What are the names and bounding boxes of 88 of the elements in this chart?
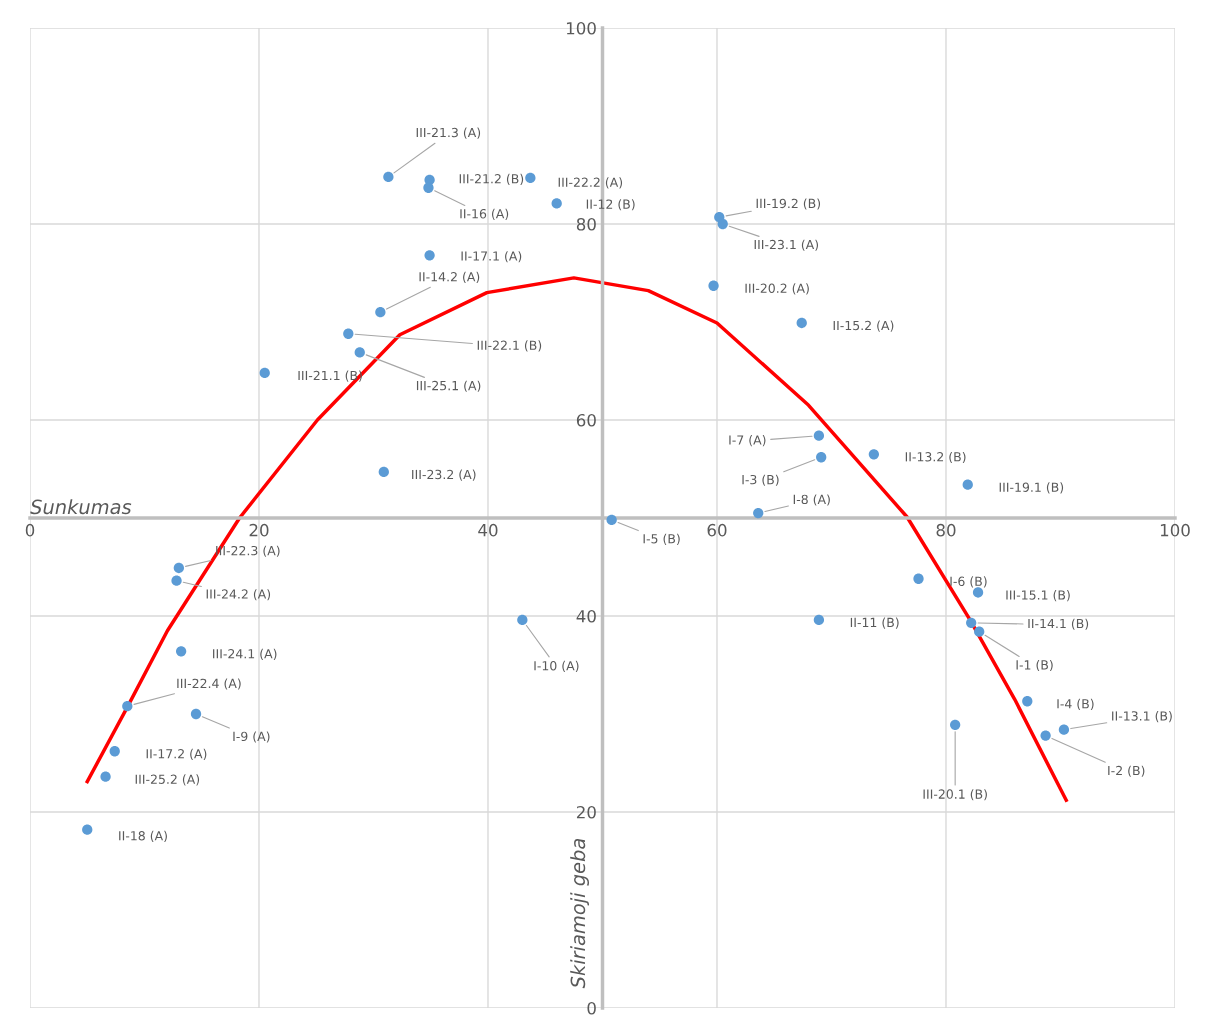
y-tick-label: 40 (576, 609, 596, 623)
point (517, 614, 528, 626)
annotation: II-14.1 (B) (1028, 618, 1089, 630)
annotation: I-10 (A) (534, 660, 579, 672)
annotation: I-9 (A) (233, 731, 270, 743)
annotation: III-23.2 (A) (412, 469, 476, 481)
point (606, 514, 617, 526)
point (343, 328, 354, 339)
point (708, 280, 719, 291)
point (173, 562, 184, 574)
annotation: III-21.2 (B) (459, 173, 524, 185)
point (82, 824, 93, 835)
point (354, 347, 365, 358)
annotation: III-24.2 (A) (206, 589, 271, 601)
annotation: II-11 (B) (850, 617, 899, 629)
annotation: I-3 (B) (742, 474, 779, 486)
x-tick-label: 40 (478, 523, 498, 537)
point (813, 430, 825, 441)
point (1040, 730, 1051, 741)
annotation: I-8 (A) (793, 494, 830, 506)
annotation: III-22.2 (A) (558, 177, 623, 189)
annotation: II-12 (B) (586, 199, 635, 211)
point (966, 617, 977, 629)
annotation: II-16 (A) (460, 208, 509, 220)
annotation: III-20.2 (A) (745, 283, 809, 295)
annotation: II-13.1 (B) (1112, 711, 1172, 723)
y-tick-label: 20 (576, 805, 596, 819)
point (109, 746, 120, 757)
point (551, 198, 562, 209)
annotation: III-25.2 (A) (135, 774, 200, 786)
point (100, 771, 111, 782)
point (972, 587, 984, 598)
point (717, 218, 728, 230)
point (796, 317, 807, 329)
y-tick-label: 80 (576, 217, 596, 231)
annotation: I-4 (B) (1057, 698, 1094, 710)
x-tick-label: 0 (25, 523, 35, 537)
annotation: III-19.1 (B) (999, 482, 1064, 494)
point (171, 575, 182, 586)
annotation: I-6 (B) (950, 576, 987, 588)
x-axis-title: Sunkumas (30, 499, 132, 515)
annotation: III-25.1 (A) (416, 380, 481, 392)
point (950, 719, 961, 730)
y-axis-title: Skiriamoji geba (570, 838, 590, 989)
point (1058, 724, 1070, 735)
y-tick-label: 0 (587, 1001, 596, 1015)
point (813, 614, 825, 626)
point (175, 646, 187, 657)
point (378, 466, 389, 478)
point (424, 250, 435, 261)
point (974, 626, 985, 637)
x-tick-label: 80 (936, 523, 956, 537)
annotation: I-5 (B) (643, 533, 680, 545)
annotation: I-7 (A) (729, 435, 766, 447)
annotation: II-17.1 (A) (461, 251, 522, 263)
annotation: I-2 (B) (1108, 765, 1145, 777)
annotation: III-22.4 (A) (177, 678, 241, 690)
point (122, 701, 133, 712)
annotation: III-19.2 (B) (756, 198, 821, 210)
annotation: II-17.2 (A) (146, 748, 207, 760)
annotation: III-15.1 (B) (1006, 590, 1070, 602)
annotation: III-22.1 (B) (477, 340, 542, 352)
x-tick-label: 100 (1160, 523, 1190, 537)
y-tick-label: 100 (566, 21, 596, 35)
annotation: III-23.1 (A) (754, 239, 819, 251)
annotation: III-24.1 (A) (213, 648, 277, 660)
point (259, 367, 270, 379)
annotation: II-18 (A) (119, 830, 167, 842)
x-tick-label: 20 (249, 523, 269, 537)
point (383, 171, 394, 183)
x-tick-label: 60 (707, 523, 727, 537)
point (423, 182, 434, 193)
annotation: III-21.3 (A) (416, 127, 481, 139)
annotation: II-14.2 (A) (419, 271, 480, 283)
point (753, 507, 764, 519)
point (913, 573, 924, 584)
y-tick-label: 60 (576, 413, 596, 427)
point (868, 449, 880, 460)
point (962, 479, 973, 490)
point (375, 307, 386, 318)
point (816, 452, 827, 463)
point (525, 172, 536, 184)
annotation: II-15.2 (A) (833, 320, 894, 332)
annotation: II-13.2 (B) (905, 451, 966, 464)
annotation: III-20.1 (B) (923, 789, 987, 801)
annotation: I-1 (B) (1016, 659, 1053, 672)
point (1022, 696, 1033, 707)
point (190, 708, 202, 720)
